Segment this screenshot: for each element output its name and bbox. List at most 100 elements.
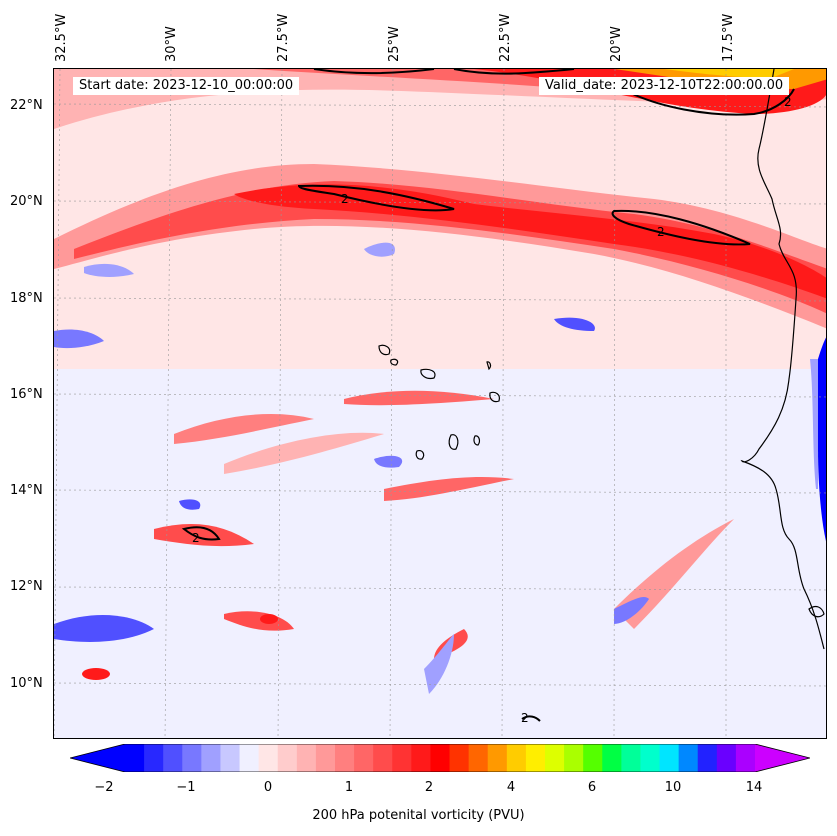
coastline (378, 69, 825, 650)
neg-patch-11n (54, 614, 154, 642)
jet-band-upper-peak-inner (664, 69, 794, 78)
neg-patch-17-5n (554, 317, 595, 331)
lat-label-10n: 10°N (10, 676, 43, 691)
colorbar-tick-8: 14 (745, 780, 763, 795)
filament-14-5n (224, 432, 384, 474)
island-boa-vista (489, 391, 500, 403)
pv-contours (181, 69, 795, 722)
lat-label-14n: 14°N (10, 483, 43, 498)
colorbar-tick-1: −1 (176, 780, 196, 795)
island-santiago (448, 434, 459, 450)
colorbar-segment (449, 744, 470, 772)
colorbar-tick-2: 0 (263, 780, 273, 795)
colorbar-segment (220, 744, 241, 772)
colorbar-segment (735, 744, 756, 772)
colorbar (70, 744, 810, 772)
contour-label-group: 2 2 2 2 2 (192, 95, 792, 725)
colorbar-segment (659, 744, 680, 772)
contour-label-2: 2 (657, 225, 665, 239)
colorbar-segment (315, 744, 336, 772)
colorbar-segment (296, 744, 317, 772)
colorbar-segment (411, 744, 431, 772)
spot-10n (82, 668, 110, 680)
lon-label-25w: 25°W (387, 26, 402, 62)
contour-label-3: 2 (784, 95, 792, 109)
colorbar-segment (373, 744, 393, 772)
lon-label-17-5w: 17.5°W (721, 13, 736, 62)
colorbar-segment (640, 744, 661, 772)
colorbar-segment (277, 744, 298, 772)
colorbar-segment (506, 744, 527, 772)
colorbar-segment (716, 744, 737, 772)
colorbar-label: 200 hPa potenital vorticity (PVU) (312, 808, 525, 823)
lon-label-22-5w: 22.5°W (498, 13, 513, 62)
colorbar-segment (239, 744, 260, 772)
valid-date-label: Valid_date: 2023-12-10T22:00:00.00 (539, 77, 790, 95)
colorbar-segment (182, 744, 202, 772)
colorbar-segment (697, 744, 718, 772)
neg-patch-14-5n (374, 455, 403, 468)
colorbar-segment (201, 744, 221, 772)
lat-label-12n: 12°N (10, 579, 43, 594)
filament-15n (174, 414, 314, 444)
lat-label-18n: 18°N (10, 291, 43, 306)
neg-patch-coast (818, 337, 826, 542)
island-sao-vicente (390, 358, 399, 366)
lat-label-22n: 22°N (10, 98, 43, 113)
jet-band-middle-core (234, 184, 826, 299)
pv-field-svg: 2 2 2 2 2 (54, 69, 826, 738)
colorbar-segment (258, 744, 279, 772)
colorbar-tick-4: 2 (424, 780, 434, 795)
filament-11n (224, 611, 294, 631)
colorbar-segment (621, 744, 641, 772)
island-bijagos (808, 605, 825, 618)
graticule (54, 69, 826, 738)
colorbar-segment (392, 744, 412, 772)
colorbar-segment (354, 744, 374, 772)
filament-16n (344, 390, 494, 406)
colorbar-segment (335, 744, 355, 772)
lon-label-32-5w: 32.5°W (54, 13, 69, 62)
jet-band-middle-mid (74, 181, 826, 314)
contour-label-4: 2 (192, 531, 200, 545)
island-sal (486, 361, 492, 371)
island-maio (473, 435, 481, 446)
colorbar-segment (144, 744, 164, 772)
colorbar-segment (583, 744, 603, 772)
colorbar-tick-7: 10 (664, 780, 682, 795)
neg-patch-17n (54, 329, 104, 349)
colorbar-tick-3: 1 (344, 780, 354, 795)
neg-patch-13-5n (179, 499, 201, 510)
colorbar-extend-low (70, 744, 125, 772)
colorbar-segment (468, 744, 489, 772)
colorbar-segment (487, 744, 508, 772)
island-sao-nicolau (420, 368, 436, 380)
spot-11n (260, 614, 278, 624)
colorbar-segment (125, 744, 145, 772)
colorbar-tick-5: 4 (506, 780, 516, 795)
neg-patch-11-5n (614, 597, 649, 624)
island-santo-antao (378, 344, 391, 356)
lat-label-20n: 20°N (10, 194, 43, 209)
neg-patch-10n (424, 634, 454, 694)
lon-label-20w: 20°W (609, 26, 624, 62)
lat-label-16n: 16°N (10, 387, 43, 402)
colorbar-segment (678, 744, 699, 772)
colorbar-segment (430, 744, 451, 772)
lon-label-30w: 30°W (164, 26, 179, 62)
neg-patch-19n (364, 242, 395, 257)
filament-13n (154, 524, 254, 547)
contour-label-5: 2 (521, 711, 529, 725)
neg-patch-18-5n (84, 263, 134, 277)
colorbar-segment (564, 744, 584, 772)
colorbar-extend-high (755, 744, 810, 772)
lon-label-27-5w: 27.5°W (276, 13, 291, 62)
pv-map: 2 2 2 2 2 (53, 68, 827, 739)
colorbar-segment (602, 744, 622, 772)
colorbar-segment (525, 744, 546, 772)
colorbar-segment (545, 744, 565, 772)
colorbar-tick-0: −2 (94, 780, 114, 795)
contour-label-1: 2 (341, 192, 349, 206)
island-fogo (415, 449, 425, 460)
filament-14n (384, 477, 514, 501)
